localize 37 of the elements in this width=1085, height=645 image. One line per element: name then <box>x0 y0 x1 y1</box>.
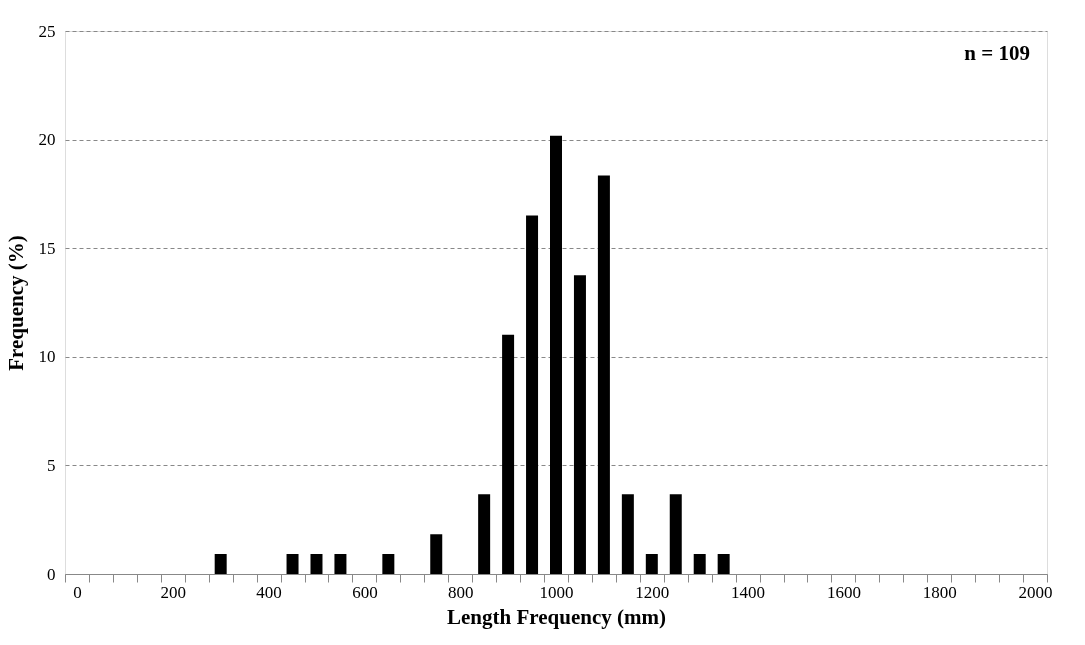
bar <box>717 554 730 574</box>
x-tick-label: 400 <box>256 582 282 602</box>
bar <box>597 175 610 574</box>
y-tick-label: 0 <box>47 564 56 584</box>
x-tick-label: 1600 <box>826 582 861 602</box>
bar <box>286 554 299 574</box>
x-tick-label: 1400 <box>731 582 766 602</box>
bar <box>526 215 539 574</box>
bar <box>693 554 706 574</box>
x-tick-label: 600 <box>352 582 378 602</box>
x-tick-label: 1000 <box>539 582 574 602</box>
bar <box>334 554 347 574</box>
bar <box>382 554 395 574</box>
bar <box>621 494 634 574</box>
bar <box>573 275 586 574</box>
x-tick-label: 200 <box>160 582 187 602</box>
x-tick-label: 1800 <box>922 582 957 602</box>
bar <box>645 554 658 574</box>
y-tick-label: 10 <box>38 347 56 367</box>
bar <box>669 494 682 574</box>
x-tick-label: 0 <box>73 582 82 602</box>
bar <box>310 554 323 574</box>
y-tick-label: 5 <box>47 455 56 475</box>
bar <box>550 135 562 574</box>
y-tick-label: 25 <box>38 21 56 41</box>
bar <box>478 494 491 574</box>
annotation: n = 109 <box>964 41 1030 65</box>
bar <box>502 334 515 574</box>
x-tick-label: 800 <box>447 582 474 602</box>
y-tick-label: 20 <box>38 130 56 150</box>
bar <box>214 554 227 574</box>
y-tick-label: 15 <box>38 238 56 258</box>
x-tick-label: 2000 <box>1018 582 1053 602</box>
bar <box>430 534 443 574</box>
y-axis-title: Frequency (%) <box>3 235 28 371</box>
x-tick-label: 1200 <box>635 582 670 602</box>
x-axis-title: Length Frequency (mm) <box>447 604 666 629</box>
